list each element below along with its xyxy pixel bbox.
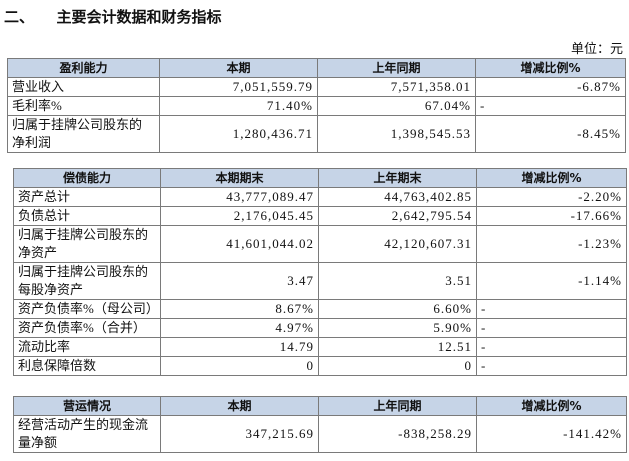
header-cell: 上年期末 — [318, 168, 477, 188]
table-cell: - — [476, 299, 627, 319]
table-cell: 资产总计 — [13, 187, 161, 207]
table-cell: -1.14% — [476, 262, 627, 300]
table-cell: 3.51 — [318, 262, 477, 300]
header-cell: 增减比例% — [476, 168, 627, 188]
header-row: 偿债能力 本期期末 上年期末 增减比例% — [13, 168, 627, 188]
header-cell: 上年同期 — [318, 396, 477, 416]
table-cell: 41,601,044.02 — [160, 225, 319, 263]
table-cell: 2,176,045.45 — [160, 206, 319, 226]
row-label: 经营活动产生的现金流量净额 — [18, 417, 149, 450]
row-label: 流动比率 — [18, 339, 71, 354]
table-cell: 流动比率 — [13, 337, 161, 357]
row-label: 毛利率% — [12, 98, 62, 113]
section-title: 二、 主要会计数据和财务指标 — [4, 8, 222, 26]
row-label: 归属于挂牌公司股东的每股净资产 — [18, 264, 149, 297]
row-label: 利息保障倍数 — [18, 358, 97, 373]
table-cell: 7,051,559.79 — [159, 77, 318, 97]
table-cell: -141.42% — [476, 415, 627, 453]
table-cell: -8.45% — [475, 115, 626, 153]
table-cell: -2.20% — [476, 187, 627, 207]
table-cell: 归属于挂牌公司股东的净利润 — [7, 115, 160, 153]
header-cell: 增减比例% — [475, 58, 626, 78]
table-cell: 71.40% — [159, 96, 318, 116]
table-cell: 4.97% — [160, 318, 319, 338]
table-row: 毛利率% 71.40% 67.04% - — [7, 96, 626, 116]
header-cell: 本期 — [160, 396, 319, 416]
table-cell: 1,280,436.71 — [159, 115, 318, 153]
table-row: 归属于挂牌公司股东的净利润 1,280,436.71 1,398,545.53 -8.… — [7, 115, 626, 153]
header-cell: 偿债能力 — [13, 168, 161, 188]
table-cell: -6.87% — [475, 77, 626, 97]
table-row: 资产负债率%（母公司） 8.67% 6.60% - — [13, 299, 627, 319]
table-cell: 347,215.69 — [160, 415, 319, 453]
row-label: 归属于挂牌公司股东的净利润 — [12, 117, 143, 150]
table-cell: - — [475, 96, 626, 116]
table-cell: 42,120,607.31 — [318, 225, 477, 263]
table-cell: -838,258.29 — [318, 415, 477, 453]
table-cell: 3.47 — [160, 262, 319, 300]
table-cell: - — [476, 356, 627, 376]
data-table: 盈利能力 本期 上年同期 增减比例% 营业收入 7,051,559.79 7,571,358… — [7, 58, 626, 153]
table-cell: 经营活动产生的现金流量净额 — [13, 415, 161, 453]
table-row: 归属于挂牌公司股东的每股净资产 3.47 3.51 -1.14% — [13, 262, 627, 300]
row-label: 营业收入 — [12, 79, 65, 94]
data-table: 营运情况 本期 上年同期 增减比例% 经营活动产生的现金流量净额 347,215.69 -8… — [13, 396, 627, 453]
data-table: 偿债能力 本期期末 上年期末 增减比例% 资产总计 43,777,089.47 44,763… — [13, 168, 627, 376]
row-label: 资产总计 — [18, 189, 71, 204]
table-cell: 资产负债率%（母公司） — [13, 299, 161, 319]
table-row: 经营活动产生的现金流量净额 347,215.69 -838,258.29 -141.4… — [13, 415, 627, 453]
table-cell: 43,777,089.47 — [160, 187, 319, 207]
header-cell: 增减比例% — [476, 396, 627, 416]
table-cell: 44,763,402.85 — [318, 187, 477, 207]
table-row: 资产负债率%（合并） 4.97% 5.90% - — [13, 318, 627, 338]
table-cell: 67.04% — [317, 96, 476, 116]
table-cell: 0 — [160, 356, 319, 376]
table-cell: - — [476, 318, 627, 338]
table-cell: 营业收入 — [7, 77, 160, 97]
header-cell: 本期期末 — [160, 168, 319, 188]
header-cell: 营运情况 — [13, 396, 161, 416]
header-cell: 本期 — [159, 58, 318, 78]
table-cell: -17.66% — [476, 206, 627, 226]
table-cell: 归属于挂牌公司股东的净资产 — [13, 225, 161, 263]
table-row: 归属于挂牌公司股东的净资产 41,601,044.02 42,120,607.31-… — [13, 225, 627, 263]
table-row: 负债总计 2,176,045.45 2,642,795.54 -17.66% — [13, 206, 627, 226]
table-cell: 资产负债率%（合并） — [13, 318, 161, 338]
table-cell: 12.51 — [318, 337, 477, 357]
table-cell: 1,398,545.53 — [317, 115, 476, 153]
table-cell: -1.23% — [476, 225, 627, 263]
table-cell: 0 — [318, 356, 477, 376]
table-cell: 利息保障倍数 — [13, 356, 161, 376]
row-label: 负债总计 — [18, 208, 71, 223]
table-cell: 14.79 — [160, 337, 319, 357]
table-row: 资产总计 43,777,089.47 44,763,402.85 -2.20% — [13, 187, 627, 207]
row-label: 资产负债率%（母公司） — [18, 301, 159, 316]
unit-label: 单位：元 — [570, 41, 623, 56]
table-cell: 毛利率% — [7, 96, 160, 116]
table-row: 流动比率 14.79 12.51- — [13, 337, 627, 357]
header-row: 盈利能力 本期 上年同期 增减比例% — [7, 58, 626, 78]
row-label: 资产负债率%（合并） — [18, 320, 146, 335]
table-cell: 2,642,795.54 — [318, 206, 477, 226]
table-row: 利息保障倍数 0 0- — [13, 356, 627, 376]
header-cell: 上年同期 — [317, 58, 476, 78]
table-cell: 6.60% — [318, 299, 477, 319]
header-row: 营运情况 本期 上年同期 增减比例% — [13, 396, 627, 416]
table-cell: 7,571,358.01 — [317, 77, 476, 97]
row-label: 归属于挂牌公司股东的净资产 — [18, 227, 149, 260]
table-cell: 归属于挂牌公司股东的每股净资产 — [13, 262, 161, 300]
table-cell: 5.90% — [318, 318, 477, 338]
table-row: 营业收入 7,051,559.79 7,571,358.01 -6.87% — [7, 77, 626, 97]
table-cell: - — [476, 337, 627, 357]
table-cell: 负债总计 — [13, 206, 161, 226]
header-cell: 盈利能力 — [7, 58, 160, 78]
table-cell: 8.67% — [160, 299, 319, 319]
